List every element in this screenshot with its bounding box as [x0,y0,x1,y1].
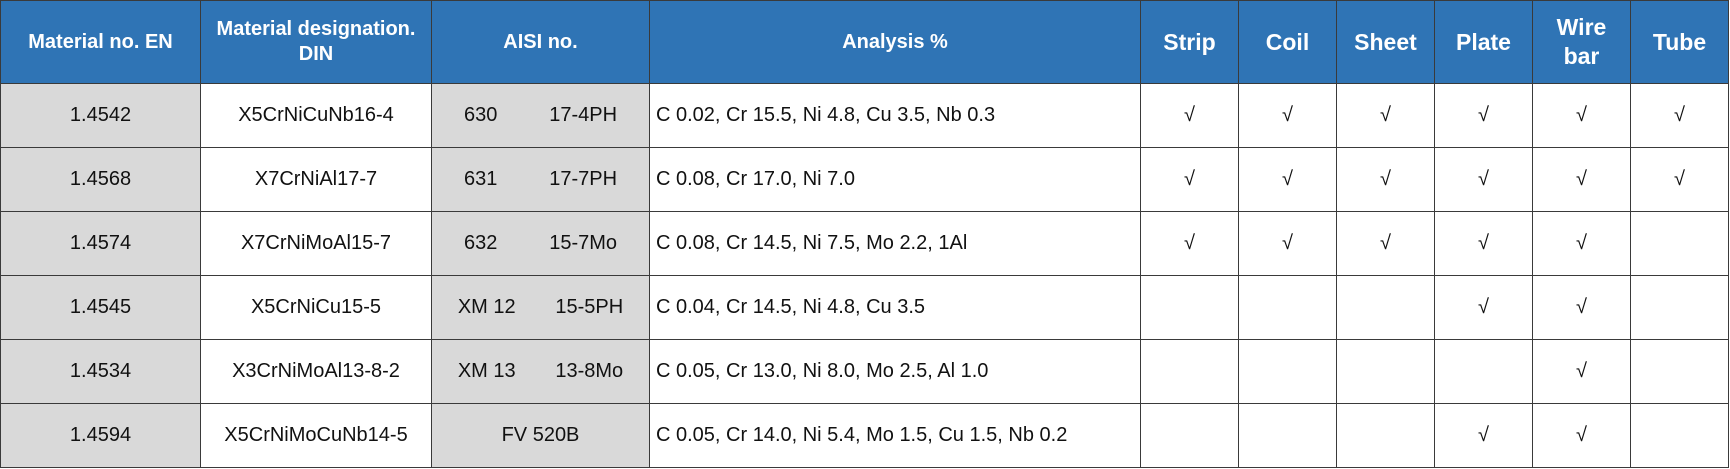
availability-check: √ [1630,147,1729,212]
column-header: Material designation. DIN [200,0,432,84]
availability-check: √ [1434,275,1533,340]
aisi-number: 15-5PH [555,296,624,318]
column-header: Coil [1238,0,1337,84]
empty-cell [1140,275,1239,340]
availability-check: √ [1532,275,1631,340]
availability-check: √ [1238,147,1337,212]
availability-check: √ [1238,211,1337,276]
empty-cell [1434,339,1533,404]
empty-cell [1336,275,1435,340]
empty-cell [1140,339,1239,404]
aisi-number: 17-4PH [549,104,618,126]
availability-check: √ [1434,83,1533,148]
table-row: 1.4574 X7CrNiMoAl15-7 632 15-7Mo C 0.08, Cr … [0,211,1729,276]
availability-check: √ [1532,403,1631,468]
aisi-number: 15-7Mo [549,232,618,254]
aisi-values: 631 17-7PH [438,168,643,191]
availability-check: √ [1434,403,1533,468]
en-number: 1.4594 [0,403,201,468]
availability-check: √ [1532,83,1631,148]
empty-cell [1238,275,1337,340]
aisi-cell: 632 15-7Mo [431,211,650,276]
din-designation: X7CrNiMoAl15-7 [200,211,432,276]
empty-cell [1238,339,1337,404]
column-header: Tube [1630,0,1729,84]
header-row: Material no. EN Material designation. DIN… [0,0,1729,84]
aisi-number: 632 [463,232,498,254]
analysis: C 0.02, Cr 15.5, Ni 4.8, Cu 3.5, Nb 0.3 [649,83,1141,148]
aisi-cell: 631 17-7PH [431,147,650,212]
availability-check: √ [1532,339,1631,404]
availability-check: √ [1336,211,1435,276]
column-header: Strip [1140,0,1239,84]
din-designation: X3CrNiMoAl13-8-2 [200,339,432,404]
column-header: Wire bar [1532,0,1631,84]
en-number: 1.4574 [0,211,201,276]
aisi-values: 632 15-7Mo [438,232,643,255]
table-row: 1.4542 X5CrNiCuNb16-4 630 17-4PH C 0.02, Cr … [0,83,1729,148]
aisi-values: XM 13 13-8Mo [438,360,643,383]
analysis: C 0.05, Cr 13.0, Ni 8.0, Mo 2.5, Al 1.0 [649,339,1141,404]
en-number: 1.4545 [0,275,201,340]
aisi-number: 13-8Mo [555,360,624,382]
column-header: Analysis % [649,0,1141,84]
aisi-values: 630 17-4PH [438,104,643,127]
aisi-values: XM 12 15-5PH [438,296,643,319]
empty-cell [1336,403,1435,468]
column-header: Plate [1434,0,1533,84]
aisi-number: XM 12 [457,296,516,318]
din-designation: X5CrNiCuNb16-4 [200,83,432,148]
aisi-cell: FV 520B [431,403,650,468]
availability-check: √ [1336,147,1435,212]
aisi-number: XM 13 [457,360,516,382]
empty-cell [1336,339,1435,404]
aisi-number: 631 [463,168,498,190]
availability-check: √ [1532,211,1631,276]
availability-check: √ [1140,83,1239,148]
aisi-cell: XM 13 13-8Mo [431,339,650,404]
aisi-number: 17-7PH [549,168,618,190]
availability-check: √ [1336,83,1435,148]
table-row: 1.4534 X3CrNiMoAl13-8-2 XM 13 13-8Mo C 0.05,… [0,339,1729,404]
analysis: C 0.08, Cr 14.5, Ni 7.5, Mo 2.2, 1Al [649,211,1141,276]
empty-cell [1630,403,1729,468]
column-header: AISI no. [431,0,650,84]
availability-check: √ [1434,147,1533,212]
column-header: Material no. EN [0,0,201,84]
din-designation: X7CrNiAl17-7 [200,147,432,212]
availability-check: √ [1238,83,1337,148]
availability-check: √ [1434,211,1533,276]
table-row: 1.4545 X5CrNiCu15-5 XM 12 15-5PH C 0.04, Cr … [0,275,1729,340]
availability-check: √ [1532,147,1631,212]
table-body: 1.4542 X5CrNiCuNb16-4 630 17-4PH C 0.02, Cr … [0,83,1729,468]
table-row: 1.4594 X5CrNiMoCuNb14-5 FV 520B C 0.05, Cr … [0,403,1729,468]
availability-check: √ [1140,211,1239,276]
empty-cell [1238,403,1337,468]
en-number: 1.4542 [0,83,201,148]
en-number: 1.4534 [0,339,201,404]
aisi-number: 630 [463,104,498,126]
din-designation: X5CrNiMoCuNb14-5 [200,403,432,468]
empty-cell [1630,275,1729,340]
empty-cell [1140,403,1239,468]
empty-cell [1630,211,1729,276]
column-header: Sheet [1336,0,1435,84]
aisi-values: FV 520B [438,424,643,447]
aisi-cell: XM 12 15-5PH [431,275,650,340]
availability-check: √ [1140,147,1239,212]
aisi-cell: 630 17-4PH [431,83,650,148]
aisi-number: FV 520B [501,424,580,446]
availability-check: √ [1630,83,1729,148]
analysis: C 0.05, Cr 14.0, Ni 5.4, Mo 1.5, Cu 1.5,… [649,403,1141,468]
din-designation: X5CrNiCu15-5 [200,275,432,340]
en-number: 1.4568 [0,147,201,212]
table-row: 1.4568 X7CrNiAl17-7 631 17-7PH C 0.08, Cr 17… [0,147,1729,212]
analysis: C 0.04, Cr 14.5, Ni 4.8, Cu 3.5 [649,275,1141,340]
analysis: C 0.08, Cr 17.0, Ni 7.0 [649,147,1141,212]
empty-cell [1630,339,1729,404]
